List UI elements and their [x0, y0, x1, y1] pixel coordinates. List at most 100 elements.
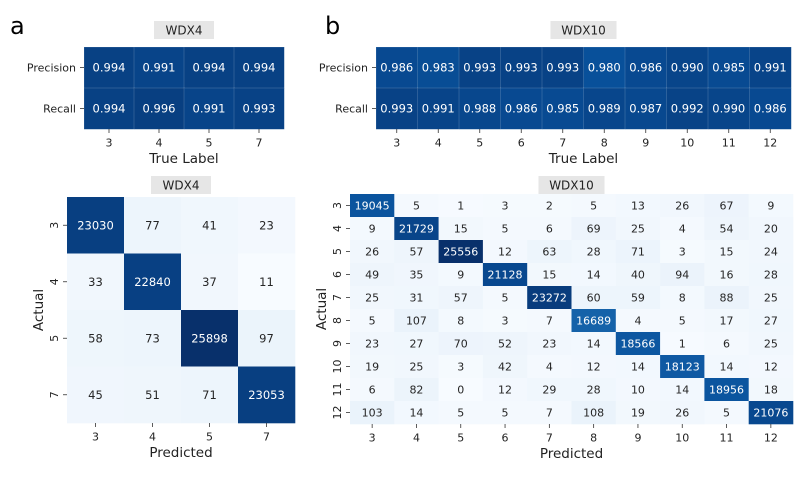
cell-value-label: 21729 [399, 222, 434, 235]
cell-value-label: 5 [590, 199, 597, 212]
heatmap-cell [704, 240, 749, 264]
heatmap-cell [615, 263, 661, 287]
cell-value-label: 28 [764, 268, 778, 281]
cell-value-label: 0.991 [193, 102, 226, 116]
y-tick-label: 5 [331, 248, 344, 255]
heatmap-cell [238, 197, 296, 254]
cell-value-label: 31 [409, 291, 423, 304]
heatmap-cell [571, 217, 617, 241]
cell-value-label: 77 [145, 218, 160, 232]
cell-value-label: 27 [409, 337, 423, 350]
y-tick-label: Recall [335, 103, 368, 116]
cell-value-label: 5 [679, 314, 686, 327]
heatmap-b-1: WDX10 0.986 0.983 0.993 0.993 0.993 0.980 0.986… [319, 21, 792, 167]
heatmap-cell [571, 263, 617, 287]
heatmap-cell [438, 355, 484, 379]
cell-value-label: 6 [723, 337, 730, 350]
x-tick-label: 5 [206, 137, 213, 150]
cell-value-label: 5 [369, 314, 376, 327]
cell-value-label: 0.991 [754, 61, 787, 75]
x-tick-label: 7 [256, 137, 263, 150]
cell-value-label: 9 [457, 268, 464, 281]
cell-value-label: 0.990 [712, 102, 745, 116]
cell-value-label: 14 [587, 337, 601, 350]
cell-value-label: 0.991 [143, 61, 176, 75]
heatmap-cell [571, 332, 617, 356]
heatmap-cell [660, 217, 705, 241]
cell-value-label: 5 [413, 199, 420, 212]
heatmap-cell [482, 286, 528, 310]
heatmap-cell [394, 309, 439, 333]
cell-value-label: 103 [362, 406, 383, 419]
x-tick-label: 12 [763, 137, 777, 150]
y-tick-label: 3 [48, 222, 61, 229]
heatmap-cell [124, 253, 182, 311]
cell-value-label: 25898 [191, 331, 228, 345]
heatmap-cell [482, 240, 528, 264]
cell-value-label: 0.985 [712, 61, 745, 75]
cell-value-label: 3 [502, 314, 509, 327]
cell-value-label: 69 [587, 222, 601, 235]
y-tick-label: 3 [331, 202, 344, 209]
heatmap-cell [233, 46, 285, 89]
heatmap-cell [748, 217, 794, 241]
x-tick-label: 3 [106, 137, 113, 150]
heatmap-cell [183, 87, 235, 130]
x-tick-label: 3 [369, 432, 376, 445]
cell-value-label: 14 [587, 268, 601, 281]
heatmap-cell [375, 87, 419, 130]
heatmap-cell [124, 197, 182, 254]
heatmap-cell [482, 263, 528, 287]
heatmap-cell [350, 355, 395, 379]
cell-value-label: 18123 [665, 360, 700, 373]
heatmap-cell [233, 87, 285, 130]
x-tick-label: 12 [764, 432, 778, 445]
heatmap-cell [615, 332, 661, 356]
heatmap-cell [181, 310, 239, 367]
x-tick-label: 8 [590, 432, 597, 445]
heatmap-cell [660, 332, 705, 356]
cell-value-label: 0.996 [143, 102, 176, 116]
cell-value-label: 49 [365, 268, 379, 281]
heatmap-cell [438, 286, 484, 310]
heatmap-cell [748, 401, 794, 425]
cell-value-label: 0.993 [463, 61, 496, 75]
cell-value-label: 18566 [620, 337, 655, 350]
heatmap-cell [571, 286, 617, 310]
heatmap-cell [527, 309, 572, 333]
cell-value-label: 28 [587, 383, 601, 396]
cell-value-label: 17 [720, 314, 734, 327]
cell-value-label: 108 [583, 406, 604, 419]
y-tick-label: Precision [27, 62, 76, 75]
cell-value-label: 4 [546, 360, 553, 373]
x-tick-label: 7 [559, 137, 566, 150]
heatmap-cell [660, 309, 705, 333]
cell-value-label: 97 [259, 331, 274, 345]
heatmap-cell [238, 366, 296, 424]
heatmap-cell [482, 194, 528, 218]
cell-value-label: 14 [675, 383, 689, 396]
y-tick-label: 5 [48, 335, 61, 342]
cell-value-label: 16 [720, 268, 734, 281]
y-tick-label: 6 [331, 271, 344, 278]
cell-value-label: 23 [259, 218, 274, 232]
heatmap-cell [527, 286, 572, 310]
cell-value-label: 0.994 [93, 102, 126, 116]
heatmap-cell [748, 355, 794, 379]
heatmap-cell [350, 378, 395, 402]
heatmap-cell [482, 378, 528, 402]
cell-value-label: 20 [764, 222, 778, 235]
cell-value-label: 0.993 [380, 102, 413, 116]
cell-value-label: 54 [720, 222, 734, 235]
y-tick-label: 8 [331, 317, 344, 324]
cell-value-label: 25 [764, 337, 778, 350]
cell-value-label: 23 [542, 337, 556, 350]
heatmap-cell [748, 332, 794, 356]
cell-value-label: 23053 [248, 388, 285, 402]
chart-title-box [550, 21, 617, 39]
cell-value-label: 26 [675, 199, 689, 212]
heatmap-cell [704, 378, 749, 402]
heatmap-cell [482, 217, 528, 241]
x-tick-label: 7 [546, 432, 553, 445]
